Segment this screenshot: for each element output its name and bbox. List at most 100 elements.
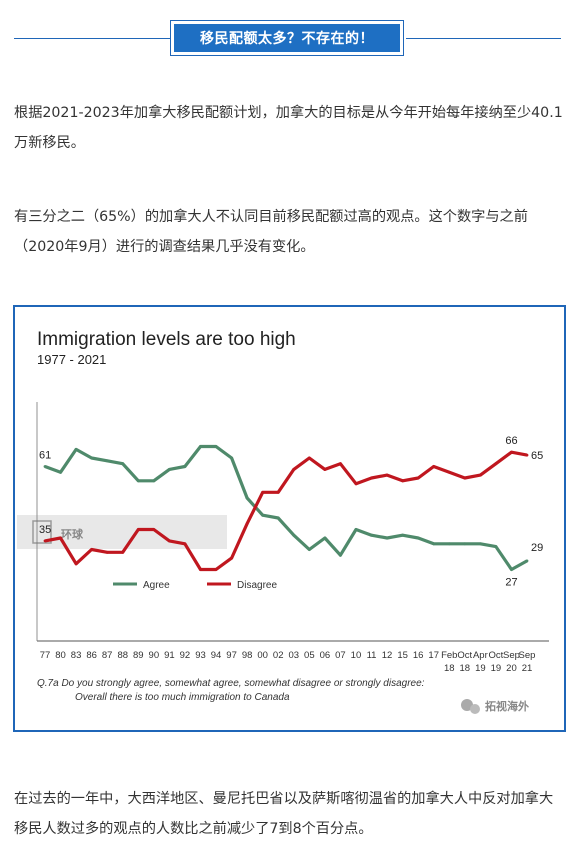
- data-point-disagree: [339, 462, 342, 466]
- data-point-disagree: [432, 465, 436, 468]
- x-tick-label: 05: [304, 650, 315, 661]
- line-chart: Immigration levels are too high 1977 - 2…: [17, 329, 549, 714]
- x-tick-label: 92: [180, 650, 191, 661]
- data-point-disagree: [214, 568, 218, 571]
- data-point-disagree: [416, 476, 420, 480]
- data-point-agree: [479, 542, 482, 546]
- question-note-line1: Q.7a Do you strongly agree, somewhat agr…: [37, 678, 425, 689]
- x-tick-label: 97: [226, 650, 237, 661]
- data-point-disagree: [152, 528, 156, 531]
- header-rule-right: [406, 38, 561, 39]
- data-point-disagree: [230, 556, 234, 560]
- data-point-agree: [90, 456, 93, 460]
- section-header: 移民配额太多？不存在的！: [0, 18, 575, 60]
- data-point-agree: [510, 568, 513, 571]
- data-point-agree: [105, 459, 109, 463]
- data-point-disagree: [74, 562, 78, 566]
- data-point-disagree: [447, 470, 451, 474]
- data-point-agree: [261, 513, 265, 517]
- data-point-agree: [447, 542, 451, 546]
- data-point-agree: [385, 536, 389, 540]
- wechat-icon-bubble: [470, 704, 480, 714]
- x-tick-label: 89: [133, 650, 144, 661]
- x-tick-label: Oct: [489, 650, 504, 661]
- x-tick-label-line2: 20: [506, 663, 517, 674]
- data-point-disagree: [323, 468, 327, 471]
- data-point-disagree: [121, 550, 125, 554]
- wechat-icon: [461, 699, 473, 711]
- watermark-band: [17, 515, 227, 549]
- paragraph-regional-change: 在过去的一年中，大西洋地区、曼尼托巴省以及萨斯喀彻温省的加拿大人中反对加拿大移民…: [14, 791, 554, 837]
- data-point-agree: [245, 496, 249, 500]
- data-label-agree: 61: [39, 450, 51, 462]
- x-tick-label: 83: [71, 650, 82, 661]
- x-tick-label: 06: [320, 650, 331, 661]
- series-layer: [43, 444, 529, 572]
- legend-agree-label: Agree: [143, 580, 170, 591]
- x-tick-label-line2: 19: [475, 663, 486, 674]
- data-label-disagree: 35: [39, 524, 51, 536]
- data-label-agree: 27: [505, 577, 517, 589]
- x-tick-label-line2: 18: [460, 663, 471, 674]
- data-point-disagree: [276, 490, 280, 494]
- data-point-agree: [416, 536, 420, 540]
- data-point-disagree: [90, 548, 93, 551]
- data-point-disagree: [245, 522, 249, 526]
- data-point-agree: [354, 528, 358, 531]
- x-tick-label-line2: 19: [491, 663, 502, 674]
- x-tick-label: 86: [86, 650, 97, 661]
- watermark-left-text: 环球: [61, 527, 84, 541]
- data-point-agree: [323, 536, 327, 540]
- data-point-disagree: [401, 479, 404, 483]
- data-point-disagree: [59, 536, 62, 540]
- x-tick-label: 77: [40, 650, 51, 661]
- x-tick-label: 17: [428, 650, 439, 661]
- x-tick-label: 90: [149, 650, 160, 661]
- header-title-box: 移民配额太多？不存在的！: [170, 20, 404, 56]
- data-point-disagree: [183, 542, 187, 546]
- x-tick-label: 94: [211, 650, 222, 661]
- x-tick-label: 93: [195, 650, 206, 661]
- data-point-agree: [463, 542, 467, 546]
- data-labels: 61 27 29 35 66 65: [39, 435, 543, 588]
- data-label-disagree: 65: [531, 450, 543, 462]
- data-point-agree: [292, 533, 296, 537]
- x-tick-label: 91: [164, 650, 175, 661]
- data-point-agree: [214, 445, 218, 448]
- question-note-line2: Overall there is too much immigration to…: [75, 692, 290, 703]
- x-tick-label: 15: [397, 650, 408, 661]
- data-point-agree: [136, 479, 140, 483]
- x-tick-label: 87: [102, 650, 113, 661]
- data-point-disagree: [105, 550, 109, 554]
- data-point-disagree: [307, 456, 311, 460]
- x-tick-label: 03: [288, 650, 299, 661]
- data-point-agree: [121, 462, 125, 466]
- header-rule-left: [14, 38, 170, 39]
- series-line-agree: [44, 444, 528, 572]
- data-point-agree: [339, 553, 342, 557]
- x-tick-label: Feb: [441, 650, 457, 661]
- data-label-agree: 29: [531, 542, 543, 554]
- chart-figure: Immigration levels are too high 1977 - 2…: [13, 305, 566, 732]
- data-point-disagree: [370, 476, 373, 480]
- data-point-disagree: [385, 473, 389, 477]
- x-tick-label-line2: 18: [444, 663, 455, 674]
- x-tick-label: 10: [351, 650, 362, 661]
- data-point-agree: [43, 465, 47, 468]
- section-title: 移民配额太多？不存在的！: [174, 24, 400, 52]
- data-point-disagree: [463, 476, 467, 480]
- data-point-agree: [168, 468, 171, 471]
- data-point-disagree: [136, 528, 140, 531]
- data-point-agree: [276, 516, 280, 520]
- x-tick-label: Oct: [457, 650, 472, 661]
- data-point-agree: [59, 470, 62, 474]
- data-point-agree: [401, 533, 404, 537]
- data-point-disagree: [261, 490, 265, 494]
- data-point-disagree: [43, 539, 47, 543]
- watermark-left: 环球: [17, 515, 227, 549]
- series-line-disagree: [44, 450, 528, 572]
- legend: Agree Disagree: [113, 580, 277, 591]
- data-point-agree: [370, 533, 373, 537]
- chart-title: Immigration levels are too high: [37, 329, 296, 350]
- x-tick-label: Sep: [503, 650, 520, 661]
